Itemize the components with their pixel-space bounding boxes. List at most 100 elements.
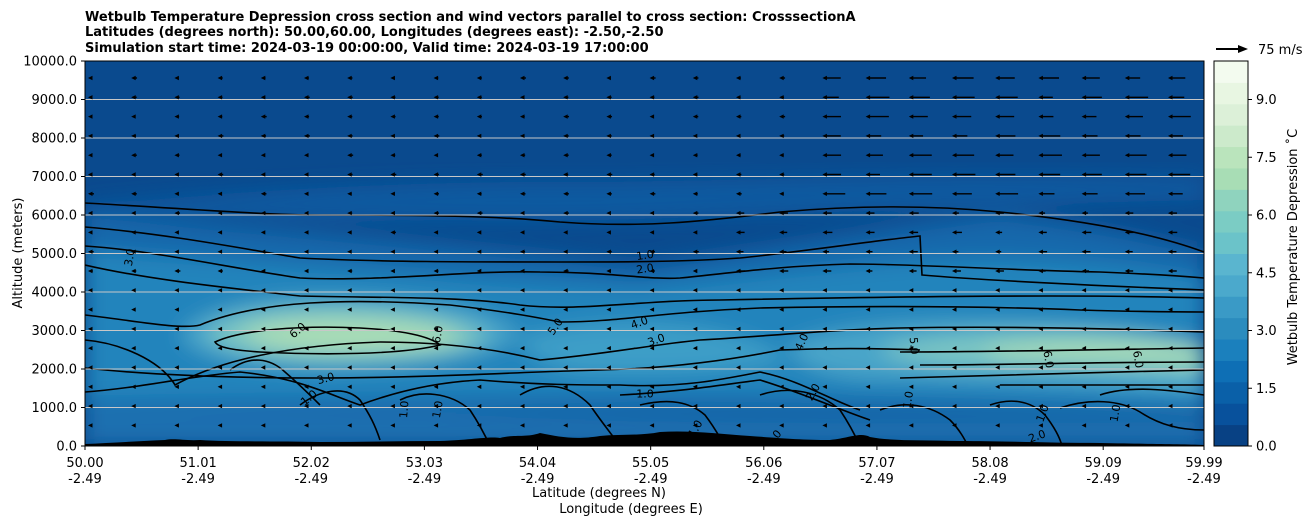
- wind-arrow: [217, 307, 223, 312]
- wind-arrow: [131, 249, 136, 254]
- wind-arrow: [692, 423, 698, 428]
- wind-arrow: [217, 230, 223, 235]
- wind-arrow: [390, 423, 395, 428]
- wind-arrow: [1124, 114, 1143, 119]
- wind-arrow: [433, 326, 439, 332]
- wind-arrow: [88, 346, 93, 351]
- wind-arrow: [174, 423, 179, 428]
- wind-arrow: [1081, 288, 1087, 293]
- colorbar-segment: [1214, 253, 1248, 276]
- wind-arrow: [563, 230, 568, 235]
- wind-arrow: [779, 268, 789, 274]
- y-tick-label: 10000.0: [23, 55, 77, 70]
- wind-arrow: [563, 75, 569, 81]
- wind-arrow: [1124, 288, 1130, 293]
- contour-label: 1.0: [397, 400, 411, 419]
- wind-arrow: [563, 268, 569, 274]
- wind-arrow: [649, 230, 655, 235]
- wind-arrow: [563, 95, 569, 100]
- wind-arrow: [88, 153, 93, 158]
- wind-arrow: [1081, 153, 1100, 158]
- wind-arrow: [88, 133, 93, 139]
- wind-arrow: [865, 95, 890, 100]
- wind-arrow: [520, 365, 525, 370]
- wind-arrow: [606, 423, 611, 428]
- y-tick-label: 8000.0: [32, 132, 78, 147]
- wind-arrow: [908, 153, 932, 158]
- wind-arrow: [606, 95, 612, 100]
- wind-arrow: [1168, 346, 1173, 351]
- wind-arrow: [260, 268, 266, 274]
- colorbar-segment: [1214, 210, 1248, 233]
- wind-arrow: [1124, 403, 1130, 409]
- wind-arrow: [865, 191, 887, 196]
- wind-arrow: [260, 249, 266, 254]
- wind-arrow: [563, 114, 570, 119]
- wind-arrow: [131, 210, 136, 216]
- wind-arrow: [736, 403, 741, 409]
- wind-arrow: [131, 288, 136, 293]
- wind-arrow: [217, 268, 223, 274]
- colorbar-segment: [1214, 360, 1248, 383]
- wind-arrow: [476, 75, 482, 81]
- wind-arrow: [390, 307, 395, 312]
- x-tick-label-longitude: -2.49: [1086, 472, 1120, 487]
- wind-arrow: [390, 172, 397, 177]
- wind-arrow: [1081, 230, 1092, 235]
- y-tick-label: 9000.0: [32, 93, 78, 108]
- wind-arrow: [736, 191, 742, 196]
- y-tick-label: 3000.0: [32, 324, 78, 339]
- wind-arrow: [1038, 95, 1053, 100]
- wind-arrow: [779, 423, 784, 428]
- wind-arrow: [174, 403, 179, 409]
- wind-arrow: [649, 95, 655, 100]
- wind-arrow: [1168, 191, 1183, 196]
- wind-arrow: [1038, 230, 1047, 235]
- contour-label: 5.0: [907, 337, 921, 356]
- wind-arrow: [779, 172, 785, 177]
- wind-arrow: [649, 365, 655, 370]
- wind-arrow: [131, 133, 137, 139]
- wind-arrow: [88, 75, 93, 81]
- wind-arrow: [736, 365, 741, 370]
- wind-arrow: [174, 307, 179, 312]
- wind-arrow: [779, 326, 784, 332]
- wind-arrow: [952, 423, 957, 428]
- wind-arrow: [390, 75, 395, 81]
- wind-arrow: [88, 423, 93, 428]
- wind-arrow: [995, 423, 1000, 428]
- wind-arrow: [476, 365, 482, 370]
- wind-arrow: [908, 114, 928, 119]
- wind-arrow: [692, 346, 698, 351]
- wind-arrow: [563, 403, 568, 409]
- y-tick-label: 0.0: [56, 440, 77, 455]
- wind-arrow: [304, 114, 310, 119]
- wind-arrow: [520, 403, 525, 409]
- wind-arrow: [908, 210, 919, 216]
- contour-lines: [85, 202, 1204, 446]
- wind-arrow: [995, 288, 1000, 293]
- wind-arrow: [1168, 230, 1178, 235]
- wind-arrow: [865, 153, 883, 158]
- wind-arrow: [952, 133, 968, 139]
- wind-arrow: [779, 403, 784, 409]
- contour-label: 3.0: [316, 370, 336, 387]
- wind-arrow: [1038, 114, 1054, 119]
- x-tick-label-latitude: 58.08: [971, 456, 1008, 471]
- terrain: [85, 431, 1204, 446]
- wind-arrow: [1124, 423, 1130, 428]
- x-tick-label-latitude: 59.99: [1185, 456, 1222, 471]
- wind-arrow: [995, 403, 1000, 409]
- wind-arrow: [865, 230, 875, 235]
- wind-arrow: [692, 403, 698, 409]
- wind-arrow: [347, 346, 352, 351]
- contour-label: 1.0: [635, 248, 654, 263]
- colorbar-segment: [1214, 232, 1248, 254]
- wind-arrow: [1081, 365, 1087, 370]
- wind-arrow: [563, 191, 569, 196]
- wind-arrow: [304, 384, 309, 389]
- wind-arrow: [908, 403, 914, 409]
- x-tick-label-longitude: -2.49: [181, 472, 215, 487]
- wind-arrow: [649, 384, 655, 389]
